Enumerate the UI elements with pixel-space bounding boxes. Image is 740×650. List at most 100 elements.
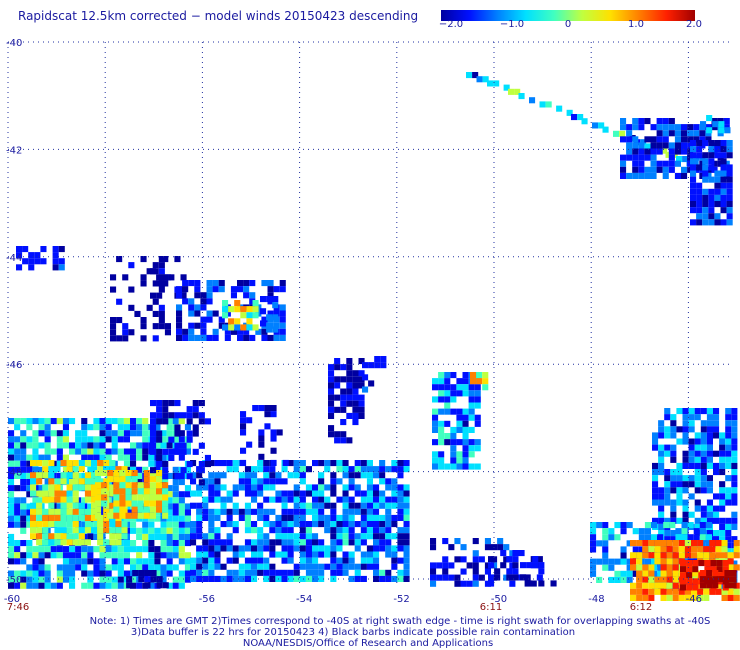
wind-cell [266, 296, 273, 303]
wind-cell [220, 472, 227, 479]
wind-cell [706, 511, 713, 518]
wind-cell [348, 533, 355, 540]
wind-cell [160, 430, 167, 437]
wind-cell [166, 442, 173, 449]
wind-cell [266, 326, 273, 333]
wind-cell [682, 456, 689, 463]
wind-cell [342, 539, 349, 546]
wind-cell [287, 575, 294, 582]
wind-cell [263, 508, 270, 515]
wind-cell [26, 472, 33, 479]
wind-cell [273, 310, 280, 317]
wind-cell [503, 574, 510, 581]
wind-cell [186, 418, 193, 425]
wind-cell [66, 460, 73, 467]
wind-cell [190, 557, 197, 564]
wind-cell [249, 298, 256, 305]
wind-cell [14, 576, 21, 583]
wind-cell [656, 148, 663, 155]
wind-cell [81, 418, 88, 425]
wind-cell [342, 521, 349, 528]
wind-cell [263, 545, 270, 552]
wind-cell [642, 594, 649, 601]
wind-cell [676, 462, 683, 469]
colorbar-label: 1.0 [628, 19, 644, 30]
wind-cell [385, 508, 392, 515]
wind-cell [312, 575, 319, 582]
wind-cell [662, 142, 669, 149]
wind-cell [200, 292, 207, 299]
wind-cell [676, 156, 683, 163]
wind-cell [111, 442, 118, 449]
wind-cell [69, 442, 76, 449]
wind-cell [279, 316, 286, 323]
wind-cell [614, 522, 621, 529]
wind-cell [52, 264, 59, 271]
wind-cell [196, 575, 203, 582]
wind-cell [178, 491, 185, 498]
wind-cell [348, 502, 355, 509]
wind-cell [340, 400, 347, 407]
wind-cell [93, 533, 100, 540]
wind-cell [719, 469, 726, 476]
wind-cell [672, 570, 679, 577]
wind-cell [299, 514, 306, 521]
wind-cell [162, 500, 169, 507]
wind-cell [686, 560, 693, 567]
wind-cell [174, 256, 181, 263]
wind-cell [696, 188, 703, 195]
wind-cell [237, 286, 244, 293]
wind-cell [180, 292, 187, 299]
wind-cell [694, 499, 701, 506]
wind-cell [710, 560, 717, 567]
wind-cell [214, 527, 221, 534]
wind-cell [131, 470, 138, 477]
wind-cell [20, 479, 27, 486]
wind-cell [123, 448, 130, 455]
wind-cell [192, 400, 199, 407]
wind-cell [272, 296, 279, 303]
wind-cell [156, 488, 163, 495]
wind-cell [48, 502, 55, 509]
wind-cell [192, 430, 199, 437]
wind-cell [696, 146, 703, 153]
wind-cell [397, 502, 404, 509]
wind-cell [293, 539, 300, 546]
wind-cell [512, 574, 519, 581]
wind-cell [318, 502, 325, 509]
wind-cell [78, 484, 85, 491]
wind-cell [731, 517, 738, 524]
wind-cell [731, 499, 738, 506]
wind-cell [162, 256, 169, 263]
wind-cell [208, 557, 215, 564]
wind-cell [668, 160, 675, 167]
wind-cell [676, 426, 683, 433]
wind-cell [324, 563, 331, 570]
wind-cell [156, 436, 163, 443]
wind-cell [99, 570, 106, 577]
wind-cell [109, 539, 116, 546]
wind-cell [403, 539, 410, 546]
wind-cell [42, 514, 49, 521]
wind-cell [44, 454, 51, 461]
wind-cell [348, 521, 355, 528]
wind-cell [62, 576, 69, 583]
wind-cell [711, 118, 718, 125]
wind-cell [726, 188, 733, 195]
wind-cell [178, 540, 185, 547]
wind-cell [696, 219, 703, 226]
wind-cell [379, 502, 386, 509]
wind-cell [654, 540, 661, 547]
wind-cell [706, 530, 713, 537]
wind-cell [14, 448, 21, 455]
wind-cell [287, 527, 294, 534]
wind-cell [657, 534, 664, 541]
wind-cell [620, 558, 627, 565]
wind-cell [26, 454, 33, 461]
wind-cell [342, 490, 349, 497]
colorbar-label: −1.0 [499, 19, 525, 30]
wind-cell [78, 466, 85, 473]
wind-cell [105, 424, 112, 431]
wind-cell [8, 503, 15, 510]
wind-cell [119, 494, 126, 501]
